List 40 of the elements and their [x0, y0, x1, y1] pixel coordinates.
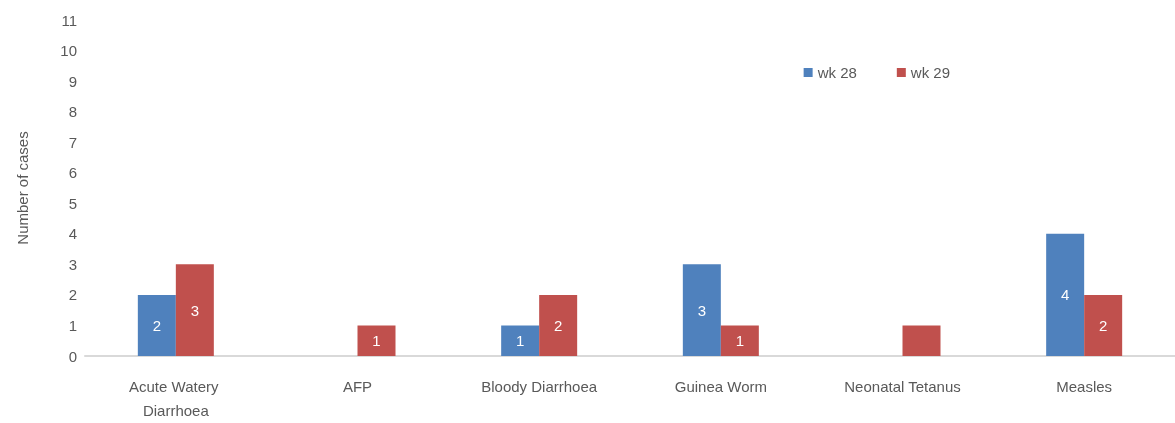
y-tick-label: 11 [61, 11, 77, 29]
data-label: 3 [697, 301, 707, 319]
y-tick-label: 5 [68, 194, 77, 212]
bar [137, 294, 176, 356]
data-label: 2 [553, 316, 563, 334]
y-tick-label: 0 [68, 347, 77, 365]
bar [1084, 294, 1123, 356]
y-tick-label: 10 [60, 42, 77, 60]
bar [682, 264, 721, 356]
y-tick-label: 8 [68, 103, 77, 121]
legend-label: wk 29 [909, 64, 950, 81]
bar [175, 264, 214, 356]
y-tick-label: 4 [68, 225, 77, 243]
data-label: 1 [372, 332, 381, 350]
y-tick-label: 1 [68, 316, 77, 334]
bar [720, 325, 759, 356]
y-tick-label: 2 [68, 286, 77, 304]
data-label: 4 [1060, 286, 1070, 304]
bar [1046, 233, 1085, 356]
bar [501, 325, 540, 356]
y-tick-label: 3 [68, 255, 77, 273]
x-tick-label: Acute Watery Diarrhoea [129, 377, 223, 419]
x-tick-label: Guinea Worm [674, 377, 767, 395]
bar [902, 325, 941, 356]
data-label: 2 [1098, 316, 1108, 334]
y-tick-label: 6 [68, 164, 77, 182]
y-tick-label: 9 [68, 72, 77, 90]
data-label: 1 [515, 332, 525, 350]
bar [539, 294, 578, 356]
x-tick-label: AFP [342, 377, 373, 395]
data-label: 3 [190, 301, 200, 319]
data-label: 1 [735, 332, 745, 350]
x-tick-label: Bloody Diarrhoea [481, 377, 598, 395]
x-tick-label: Measles [1056, 377, 1113, 395]
x-tick-label: Neonatal Tetanus [844, 377, 961, 395]
y-tick-label: 7 [68, 133, 77, 151]
legend-label: wk 28 [816, 64, 857, 81]
bar [357, 325, 396, 356]
y-axis-title: Number of cases [14, 131, 31, 245]
data-label: 2 [152, 316, 162, 334]
